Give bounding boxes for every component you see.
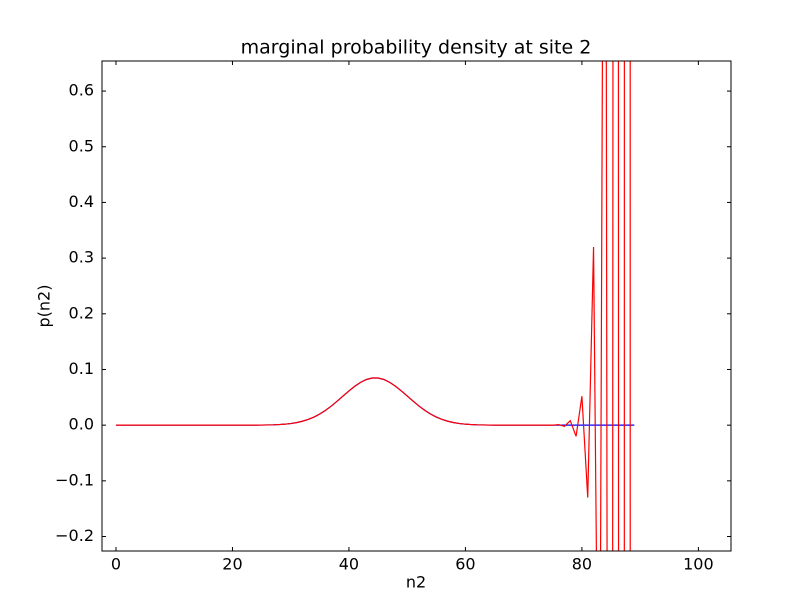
x-tick-label: 20 xyxy=(222,555,242,574)
data-line xyxy=(115,61,631,551)
x-tick-label: 40 xyxy=(339,555,359,574)
axes-frame xyxy=(101,60,732,552)
y-tick-label: 0.3 xyxy=(69,248,94,267)
x-tick-label: 60 xyxy=(455,555,475,574)
y-axis-label: p(n2) xyxy=(35,285,54,328)
y-tick-label: −0.1 xyxy=(55,470,94,489)
chart-title: marginal probability density at site 2 xyxy=(241,37,592,59)
y-tick-label: 0.5 xyxy=(69,136,94,155)
y-tick-label: 0.0 xyxy=(69,415,94,434)
y-tick-label: 0.4 xyxy=(69,192,94,211)
plot-area xyxy=(115,61,635,551)
y-tick-label: 0.2 xyxy=(69,303,94,322)
x-axis-label: n2 xyxy=(406,573,426,592)
x-tick-label: 100 xyxy=(683,555,714,574)
y-tick-label: 0.6 xyxy=(69,81,94,100)
x-tick-label: 80 xyxy=(572,555,592,574)
y-tick-label: 0.1 xyxy=(69,359,94,378)
y-tick-label: −0.2 xyxy=(55,526,94,545)
x-tick-label: 0 xyxy=(111,555,121,574)
